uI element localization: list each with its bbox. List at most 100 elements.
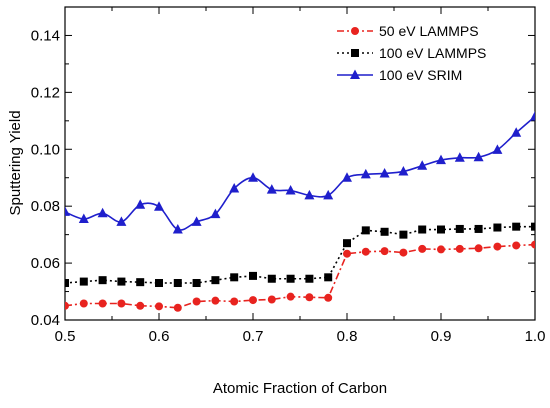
x-axis-title: Atomic Fraction of Carbon: [213, 380, 387, 397]
series-100-ev-srim: [65, 111, 535, 234]
data-point: [493, 223, 502, 232]
data-point: [418, 244, 427, 253]
data-point: [117, 299, 126, 308]
data-point: [530, 111, 535, 121]
data-point: [117, 277, 126, 286]
legend-marker: [351, 27, 359, 35]
y-tick-label: 0.06: [31, 255, 60, 272]
legend-item-100-ev-srim: 100 eV SRIM: [337, 67, 462, 83]
data-point: [155, 279, 163, 288]
axis-ticks: 0.5 0.6 0.7 0.8 0.9 1.0 0.04 0.06 0.08 0.10 0.12 0.…: [31, 7, 546, 345]
data-point: [210, 208, 221, 219]
data-point: [135, 199, 146, 209]
data-point: [417, 160, 428, 170]
data-point: [285, 185, 296, 195]
series-50-ev-lammps: [65, 240, 535, 312]
data-point: [79, 299, 88, 308]
data-point: [249, 271, 257, 280]
x-tick-label: 1.0: [525, 328, 546, 345]
data-point: [78, 213, 89, 223]
y-tick-label: 0.04: [31, 312, 60, 329]
data-point: [361, 226, 370, 235]
y-axis-title: Sputtering Yield: [7, 110, 24, 215]
data-point: [399, 248, 408, 257]
x-tick-label: 0.9: [431, 328, 452, 345]
legend-item-100-ev-lammps: 100 eV LAMMPS: [337, 45, 486, 61]
data-point: [323, 189, 334, 200]
data-point: [65, 301, 69, 310]
data-point: [155, 302, 163, 311]
y-tick-label: 0.08: [31, 198, 60, 215]
data-point: [154, 201, 164, 211]
y-tick-label: 0.10: [31, 141, 60, 158]
data-point: [304, 189, 315, 200]
data-point: [267, 274, 276, 283]
x-tick-label: 0.6: [149, 328, 170, 345]
data-point: [398, 165, 409, 176]
legend: 50 eV LAMMPS 100 eV LAMMPS 100 eV SRIM: [337, 23, 486, 83]
data-point: [343, 249, 351, 258]
data-point: [65, 206, 70, 216]
data-point: [211, 276, 220, 285]
legend-item-50-ev-lammps: 50 eV LAMMPS: [337, 23, 479, 39]
data-point: [286, 274, 295, 283]
y-tick-label: 0.12: [31, 84, 60, 101]
series-line: [65, 225, 535, 284]
data-point: [342, 172, 352, 182]
data-point: [493, 242, 502, 251]
data-point: [192, 279, 201, 288]
data-point: [192, 297, 201, 306]
legend-marker: [350, 69, 360, 79]
legend-label: 100 eV SRIM: [379, 67, 462, 83]
data-point: [116, 216, 127, 226]
data-point: [229, 183, 240, 193]
data-point: [436, 154, 446, 165]
data-point: [511, 127, 522, 137]
series-layer: [65, 111, 535, 312]
x-tick-label: 0.8: [337, 328, 358, 345]
data-point: [230, 273, 239, 282]
data-point: [173, 279, 182, 288]
data-point: [249, 296, 257, 305]
data-point: [361, 247, 370, 256]
data-point: [474, 244, 483, 253]
legend-label: 50 eV LAMMPS: [379, 23, 479, 39]
data-point: [172, 224, 183, 234]
legend-marker: [351, 49, 359, 57]
data-point: [379, 167, 390, 178]
data-point: [531, 222, 535, 231]
data-point: [173, 303, 182, 312]
legend-label: 100 eV LAMMPS: [379, 45, 486, 61]
data-point: [454, 152, 465, 162]
data-point: [512, 241, 521, 250]
data-point: [380, 247, 389, 256]
data-point: [97, 207, 108, 218]
data-point: [324, 293, 333, 302]
data-point: [230, 297, 239, 306]
data-point: [399, 230, 408, 239]
data-point: [455, 224, 464, 233]
y-tick-label: 0.14: [31, 27, 60, 44]
data-point: [136, 301, 145, 310]
data-point: [360, 168, 371, 179]
data-point: [492, 144, 503, 154]
data-point: [191, 216, 202, 226]
data-point: [267, 295, 276, 304]
data-point: [380, 227, 389, 236]
data-point: [455, 244, 464, 253]
data-point: [286, 292, 295, 301]
data-point: [437, 225, 445, 234]
data-point: [474, 224, 483, 233]
data-point: [79, 277, 88, 286]
series-line: [65, 243, 535, 309]
data-point: [324, 273, 333, 282]
series-100-ev-lammps: [65, 222, 535, 288]
data-point: [531, 240, 535, 249]
series-line: [65, 115, 535, 231]
data-point: [437, 245, 445, 254]
data-point: [418, 225, 427, 234]
data-point: [211, 296, 220, 305]
x-tick-label: 0.7: [243, 328, 264, 345]
data-point: [473, 151, 484, 162]
